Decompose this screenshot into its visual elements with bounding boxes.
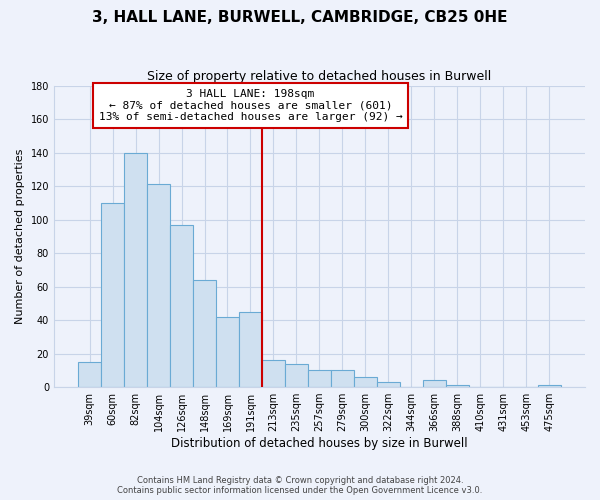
X-axis label: Distribution of detached houses by size in Burwell: Distribution of detached houses by size … [171, 437, 468, 450]
Text: Contains HM Land Registry data © Crown copyright and database right 2024.
Contai: Contains HM Land Registry data © Crown c… [118, 476, 482, 495]
Bar [331, 370, 354, 387]
Bar [147, 184, 170, 387]
Bar [239, 312, 262, 387]
Bar [216, 316, 239, 387]
Text: 3, HALL LANE, BURWELL, CAMBRIDGE, CB25 0HE: 3, HALL LANE, BURWELL, CAMBRIDGE, CB25 0… [92, 10, 508, 25]
Bar [170, 224, 193, 387]
Y-axis label: Number of detached properties: Number of detached properties [15, 148, 25, 324]
Bar [423, 380, 446, 387]
Bar [101, 203, 124, 387]
Bar [377, 382, 400, 387]
Bar [538, 386, 561, 387]
Bar [124, 152, 147, 387]
Bar [446, 386, 469, 387]
Bar [78, 362, 101, 387]
Bar [354, 377, 377, 387]
Text: 3 HALL LANE: 198sqm
← 87% of detached houses are smaller (601)
13% of semi-detac: 3 HALL LANE: 198sqm ← 87% of detached ho… [98, 89, 403, 122]
Bar [308, 370, 331, 387]
Bar [262, 360, 285, 387]
Bar [285, 364, 308, 387]
Bar [193, 280, 216, 387]
Title: Size of property relative to detached houses in Burwell: Size of property relative to detached ho… [148, 70, 491, 83]
